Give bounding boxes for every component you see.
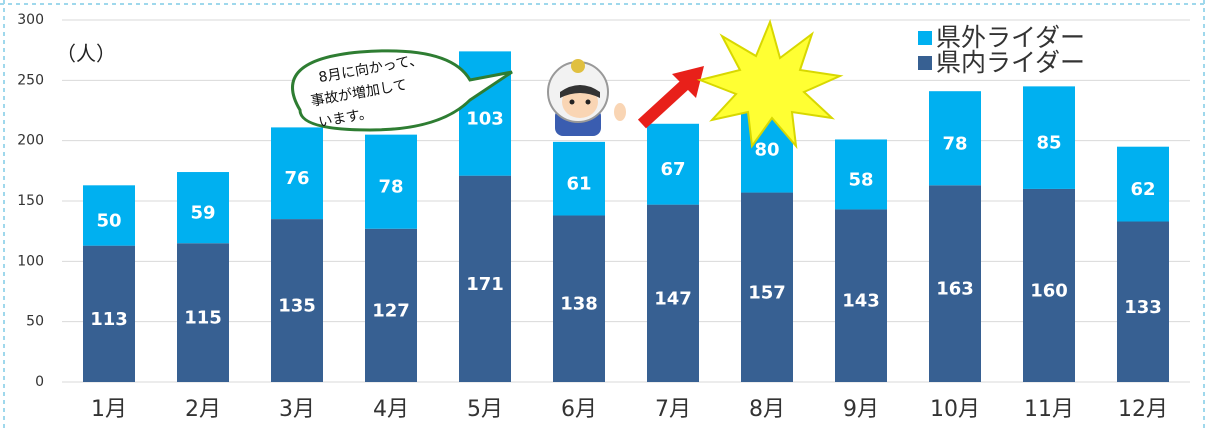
- data-label: 171: [466, 274, 504, 295]
- legend-label: 県外ライダー: [936, 23, 1085, 52]
- legend-label: 県内ライダー: [936, 48, 1085, 77]
- y-tick-label: 0: [35, 374, 44, 390]
- data-label: 58: [848, 169, 873, 190]
- x-tick-label: 12月: [1118, 397, 1168, 422]
- x-tick-label: 10月: [930, 397, 980, 422]
- y-tick-label: 250: [17, 72, 44, 88]
- data-label: 127: [372, 300, 410, 321]
- x-tick-label: 2月: [185, 397, 221, 422]
- data-label: 135: [278, 296, 316, 317]
- data-label: 67: [660, 159, 685, 180]
- x-tick-label: 11月: [1024, 397, 1074, 422]
- y-tick-label: 150: [17, 193, 44, 209]
- data-label: 62: [1130, 179, 1155, 200]
- data-label: 163: [936, 279, 974, 300]
- data-label: 59: [190, 203, 215, 224]
- x-tick-label: 3月: [279, 397, 315, 422]
- red-arrow: [642, 66, 704, 124]
- data-label: 103: [466, 109, 504, 130]
- data-label: 113: [90, 309, 128, 330]
- x-tick-label: 1月: [91, 397, 127, 422]
- data-label: 147: [654, 288, 692, 309]
- legend-swatch: [918, 56, 932, 70]
- x-tick-label: 8月: [749, 397, 785, 422]
- x-tick-label: 5月: [467, 397, 503, 422]
- data-label: 50: [96, 210, 121, 231]
- y-tick-label: 50: [26, 314, 44, 330]
- data-label: 85: [1036, 133, 1061, 154]
- data-label: 61: [566, 174, 591, 195]
- data-label: 160: [1030, 280, 1068, 301]
- data-label: 80: [754, 139, 779, 160]
- police-illustration: [548, 59, 626, 136]
- x-tick-label: 6月: [561, 397, 597, 422]
- y-axis-label: （人）: [56, 42, 116, 66]
- x-tick-label: 9月: [843, 397, 879, 422]
- data-label: 143: [842, 291, 880, 312]
- data-label: 78: [378, 177, 403, 198]
- x-tick-label: 7月: [655, 397, 691, 422]
- data-label: 133: [1124, 297, 1162, 318]
- data-label: 157: [748, 282, 786, 303]
- chart: 0 50 100 150 200 250 300 1月 113 50 2月 115 59 3月 135 76…: [0, 0, 1208, 432]
- legend-swatch: [918, 31, 932, 45]
- data-label: 76: [284, 168, 309, 189]
- data-label: 78: [942, 133, 967, 154]
- y-tick-label: 300: [17, 12, 44, 28]
- y-tick-label: 100: [17, 253, 44, 269]
- data-label: 115: [184, 308, 222, 329]
- y-tick-label: 200: [17, 133, 44, 149]
- data-label: 138: [560, 294, 598, 315]
- x-tick-label: 4月: [373, 397, 409, 422]
